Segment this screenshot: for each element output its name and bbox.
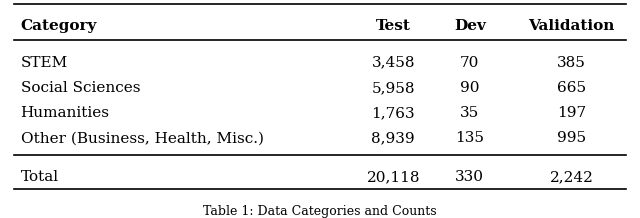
- Text: STEM: STEM: [20, 56, 68, 70]
- Text: Test: Test: [376, 19, 411, 33]
- Text: 5,958: 5,958: [372, 81, 415, 95]
- Text: 1,763: 1,763: [371, 106, 415, 120]
- Text: 90: 90: [460, 81, 479, 95]
- Text: Validation: Validation: [529, 19, 615, 33]
- Text: 385: 385: [557, 56, 586, 70]
- Text: Social Sciences: Social Sciences: [20, 81, 140, 95]
- Text: 70: 70: [460, 56, 479, 70]
- Text: Humanities: Humanities: [20, 106, 109, 120]
- Text: 2,242: 2,242: [550, 170, 594, 184]
- Text: 3,458: 3,458: [372, 56, 415, 70]
- Text: Dev: Dev: [454, 19, 486, 33]
- Text: Table 1: Data Categories and Counts: Table 1: Data Categories and Counts: [203, 205, 437, 218]
- Text: 995: 995: [557, 131, 586, 145]
- Text: 665: 665: [557, 81, 586, 95]
- Text: 330: 330: [455, 170, 484, 184]
- Text: Other (Business, Health, Misc.): Other (Business, Health, Misc.): [20, 131, 264, 145]
- Text: Total: Total: [20, 170, 59, 184]
- Text: 35: 35: [460, 106, 479, 120]
- Text: 20,118: 20,118: [367, 170, 420, 184]
- Text: 197: 197: [557, 106, 586, 120]
- Text: 135: 135: [455, 131, 484, 145]
- Text: 8,939: 8,939: [371, 131, 415, 145]
- Text: Category: Category: [20, 19, 97, 33]
